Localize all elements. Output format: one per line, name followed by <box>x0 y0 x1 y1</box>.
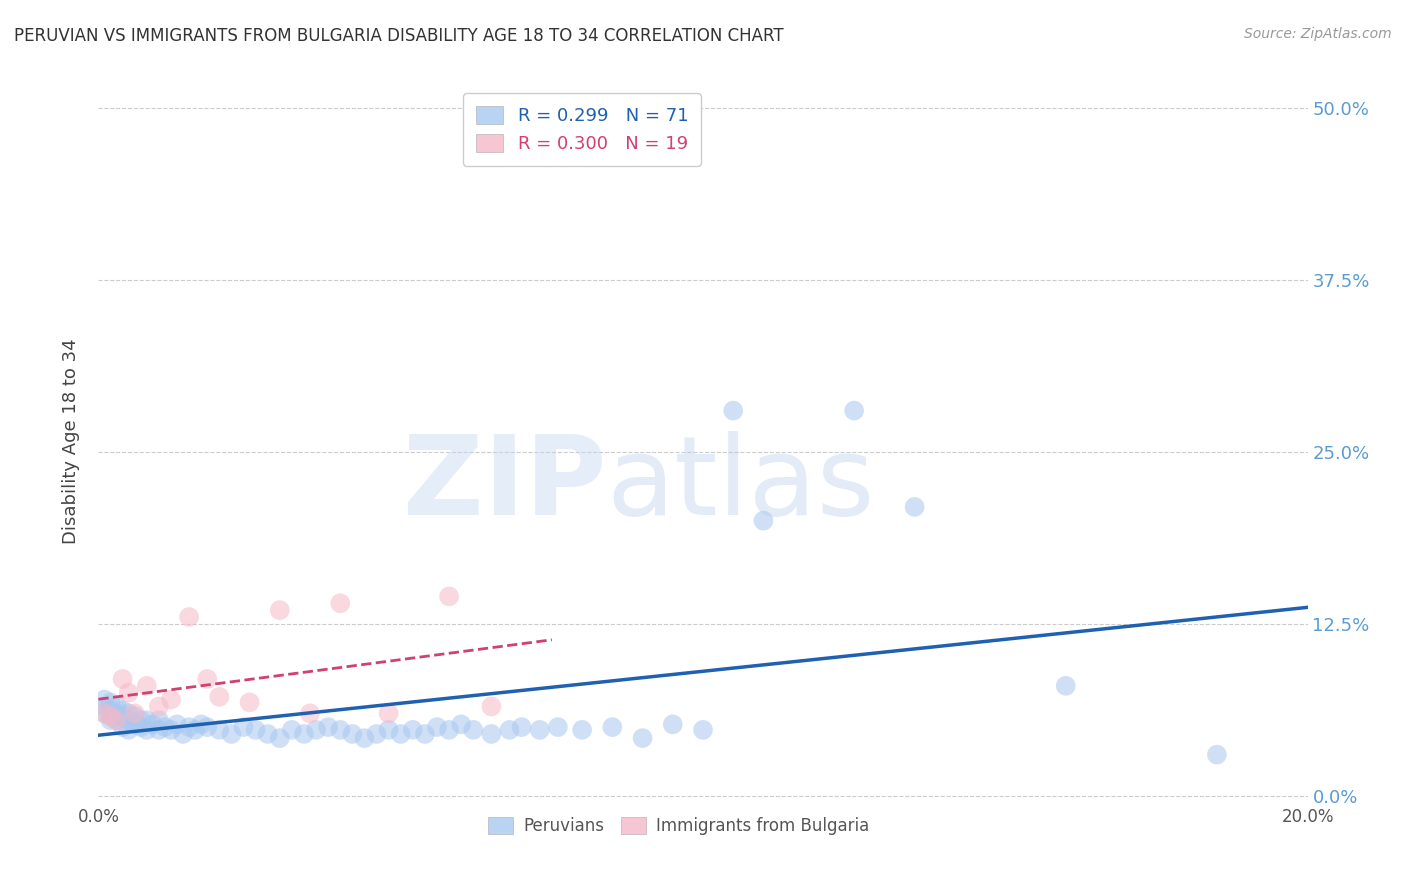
Point <box>208 690 231 704</box>
Point <box>602 720 624 734</box>
Point <box>118 706 141 721</box>
Point <box>571 723 593 737</box>
Point <box>366 727 388 741</box>
Point <box>111 720 134 734</box>
Point <box>305 723 328 737</box>
Point <box>221 727 243 741</box>
Point <box>100 704 122 718</box>
Y-axis label: Disability Age 18 to 34: Disability Age 18 to 34 <box>62 339 80 544</box>
Point <box>844 403 866 417</box>
Point <box>281 723 304 737</box>
Point <box>129 713 152 727</box>
Point <box>135 713 157 727</box>
Point <box>547 720 569 734</box>
Point <box>402 723 425 737</box>
Point <box>100 695 122 709</box>
Point <box>239 695 262 709</box>
Point <box>256 727 278 741</box>
Point <box>148 713 170 727</box>
Point <box>1054 679 1077 693</box>
Point <box>389 727 412 741</box>
Point <box>190 717 212 731</box>
Point <box>450 717 472 731</box>
Point <box>377 723 399 737</box>
Point <box>129 720 152 734</box>
Point <box>510 720 533 734</box>
Legend: Peruvians, Immigrants from Bulgaria: Peruvians, Immigrants from Bulgaria <box>482 810 876 841</box>
Point <box>723 403 745 417</box>
Point <box>481 727 503 741</box>
Text: atlas: atlas <box>606 432 875 539</box>
Point <box>184 723 207 737</box>
Point <box>195 672 218 686</box>
Point <box>100 709 122 723</box>
Point <box>135 723 157 737</box>
Point <box>93 699 115 714</box>
Text: ZIP: ZIP <box>404 432 606 539</box>
Point <box>195 720 218 734</box>
Point <box>111 709 134 723</box>
Point <box>299 706 322 721</box>
Point <box>329 723 352 737</box>
Point <box>437 723 460 737</box>
Point <box>148 699 170 714</box>
Point <box>426 720 449 734</box>
Point <box>463 723 485 737</box>
Point <box>124 709 146 723</box>
Point <box>160 692 183 706</box>
Point <box>329 596 352 610</box>
Point <box>142 717 165 731</box>
Point <box>111 672 134 686</box>
Point <box>105 706 128 721</box>
Point <box>269 731 291 745</box>
Point <box>208 723 231 737</box>
Point <box>1206 747 1229 762</box>
Point <box>498 723 520 737</box>
Point <box>437 590 460 604</box>
Point <box>124 706 146 721</box>
Point <box>93 692 115 706</box>
Point <box>93 706 115 721</box>
Text: Source: ZipAtlas.com: Source: ZipAtlas.com <box>1244 27 1392 41</box>
Text: PERUVIAN VS IMMIGRANTS FROM BULGARIA DISABILITY AGE 18 TO 34 CORRELATION CHART: PERUVIAN VS IMMIGRANTS FROM BULGARIA DIS… <box>14 27 783 45</box>
Point <box>661 717 683 731</box>
Point <box>93 706 115 721</box>
Point <box>148 723 170 737</box>
Point <box>232 720 254 734</box>
Point <box>692 723 714 737</box>
Point <box>172 727 194 741</box>
Point <box>342 727 364 741</box>
Point <box>166 717 188 731</box>
Point <box>124 717 146 731</box>
Point <box>111 704 134 718</box>
Point <box>413 727 436 741</box>
Point <box>904 500 927 514</box>
Point <box>377 706 399 721</box>
Point <box>529 723 551 737</box>
Point <box>179 720 201 734</box>
Point <box>179 610 201 624</box>
Point <box>118 723 141 737</box>
Point <box>752 514 775 528</box>
Point <box>316 720 339 734</box>
Point <box>153 720 176 734</box>
Point <box>353 731 375 745</box>
Point <box>292 727 315 741</box>
Point <box>631 731 654 745</box>
Point <box>105 713 128 727</box>
Point <box>481 699 503 714</box>
Point <box>118 686 141 700</box>
Point <box>269 603 291 617</box>
Point <box>118 713 141 727</box>
Point <box>100 709 122 723</box>
Point <box>105 713 128 727</box>
Point <box>160 723 183 737</box>
Point <box>245 723 267 737</box>
Point <box>105 699 128 714</box>
Point <box>135 679 157 693</box>
Point <box>100 713 122 727</box>
